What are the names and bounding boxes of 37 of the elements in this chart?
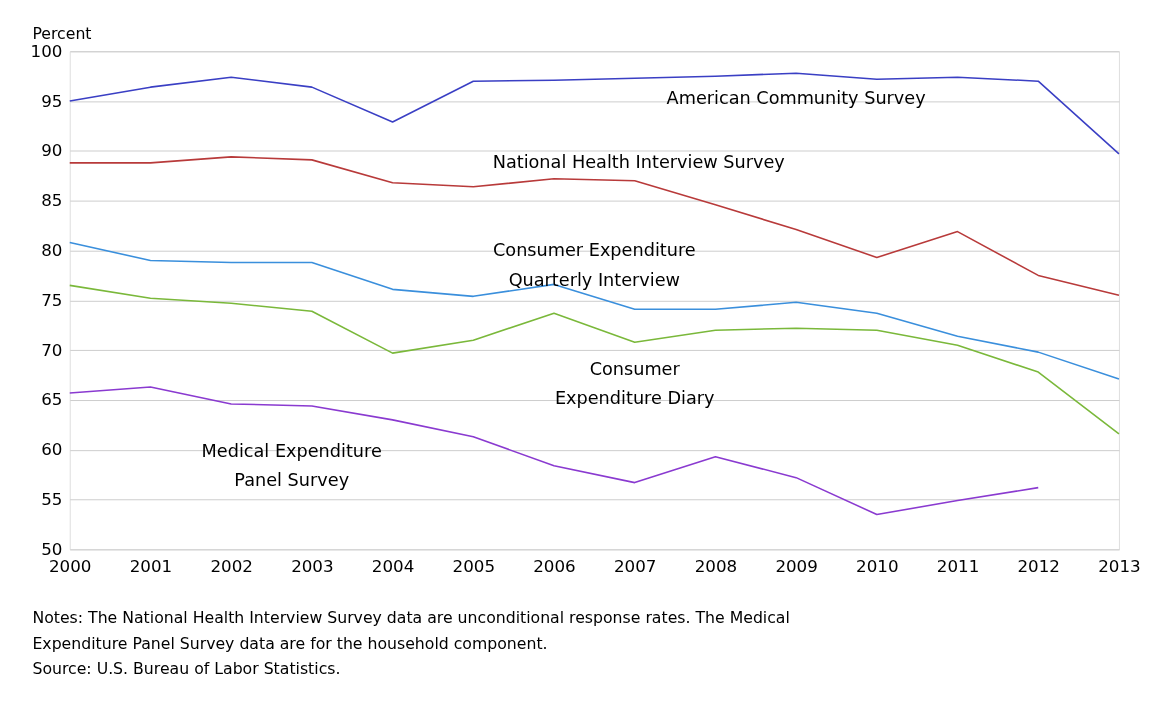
text: Notes: The National Health Interview Survey data are unconditional response rates. The Medical Expenditure Panel Survey data are for the household component. — [32, 608, 790, 653]
x-tick-label: 2003 — [291, 556, 334, 577]
x-tick-label: 2012 — [1017, 556, 1060, 577]
y-tick-label: 90 — [41, 140, 63, 161]
x-tick-label: 2000 — [49, 556, 92, 577]
series-label: National Health Interview Survey — [492, 151, 785, 172]
x-tick-label: 2001 — [129, 556, 173, 577]
x-tick-label: 2013 — [1098, 556, 1141, 577]
x-tick-label: 2010 — [856, 556, 899, 577]
y-tick-label: 55 — [41, 488, 63, 509]
line-series — [68, 386, 1040, 516]
line-series — [68, 72, 1120, 155]
y-tick-label: 50 — [41, 538, 63, 559]
y-tick-label: 100 — [30, 40, 63, 61]
line-series — [68, 156, 1120, 297]
y-tick-label: 75 — [41, 289, 63, 310]
y-axis-title: Percent — [32, 23, 92, 43]
y-tick-label: 95 — [41, 90, 63, 111]
series-label: American Community Survey — [666, 88, 926, 109]
x-tick-label: 2009 — [775, 556, 818, 577]
y-tick-label: 85 — [41, 190, 63, 211]
x-tick-label: 2004 — [371, 556, 415, 577]
series-label: Consumer Expenditure Diary — [554, 358, 715, 409]
x-tick-label: 2006 — [533, 556, 576, 577]
y-tick-label: 60 — [41, 439, 63, 460]
x-tick-label: 2008 — [694, 556, 738, 577]
x-tick-label: 2002 — [210, 556, 253, 577]
x-tick-label: 2011 — [936, 556, 980, 577]
series-label: Consumer Expenditure Quarterly Interview — [493, 240, 696, 290]
y-tick-label: 70 — [41, 339, 63, 360]
source-note: Source: U.S. Bureau of Labor Statistics. — [32, 659, 341, 679]
x-tick-label: 2005 — [452, 556, 496, 577]
x-tick-label: 2007 — [613, 556, 657, 577]
line-series — [68, 241, 1120, 380]
y-tick-label: 80 — [41, 239, 63, 260]
y-tick-label: 65 — [41, 389, 63, 410]
series-label: Medical Expenditure Panel Survey — [201, 440, 382, 491]
